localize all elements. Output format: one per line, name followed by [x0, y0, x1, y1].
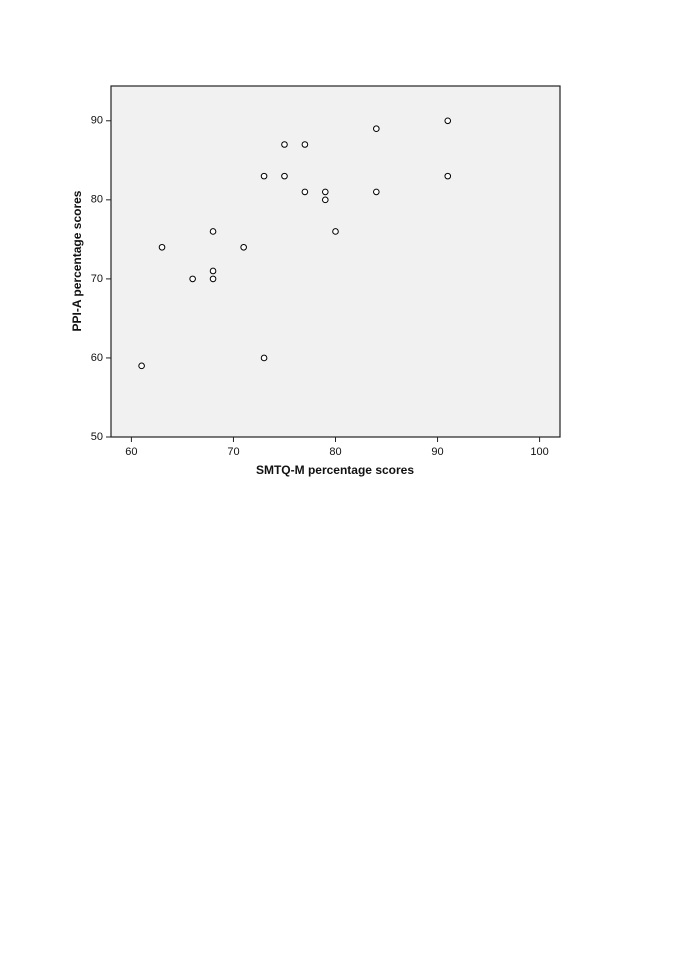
- point: [373, 125, 380, 132]
- y-tick-label: 50: [91, 431, 103, 443]
- point: [321, 188, 329, 196]
- point: [281, 141, 288, 148]
- y-tick-label: 70: [91, 273, 103, 285]
- point: [281, 172, 288, 180]
- point: [301, 188, 309, 196]
- point: [158, 243, 166, 251]
- x-tick-label: 70: [227, 446, 239, 458]
- point: [260, 354, 268, 362]
- point: [301, 141, 309, 148]
- point: [332, 228, 339, 235]
- point: [444, 172, 452, 180]
- point: [209, 228, 217, 235]
- point: [209, 275, 217, 283]
- point: [373, 188, 380, 196]
- y-tick-label: 90: [91, 115, 103, 127]
- plot-area: [110, 85, 561, 438]
- x-axis-label: SMTQ-M percentage scores: [256, 463, 414, 477]
- point: [209, 267, 217, 275]
- x-tick-label: 80: [329, 446, 341, 458]
- x-tick-label: 60: [125, 446, 137, 458]
- point: [240, 243, 247, 251]
- point: [260, 172, 268, 180]
- point: [189, 275, 196, 283]
- y-axis-label: PPI-A percentage scores: [70, 190, 84, 331]
- x-tick-label: 90: [431, 446, 443, 458]
- y-tick-label: 80: [91, 194, 103, 206]
- point: [138, 362, 145, 370]
- point: [444, 117, 452, 125]
- y-tick-label: 60: [91, 352, 103, 364]
- x-tick-label: 100: [530, 446, 548, 458]
- point: [321, 196, 329, 204]
